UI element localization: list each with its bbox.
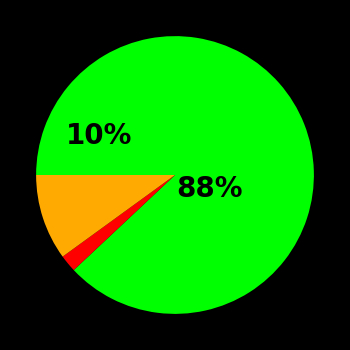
Text: 10%: 10%: [65, 122, 132, 150]
Wedge shape: [36, 175, 175, 257]
Text: 88%: 88%: [176, 175, 243, 203]
Wedge shape: [36, 36, 314, 314]
Wedge shape: [63, 175, 175, 270]
